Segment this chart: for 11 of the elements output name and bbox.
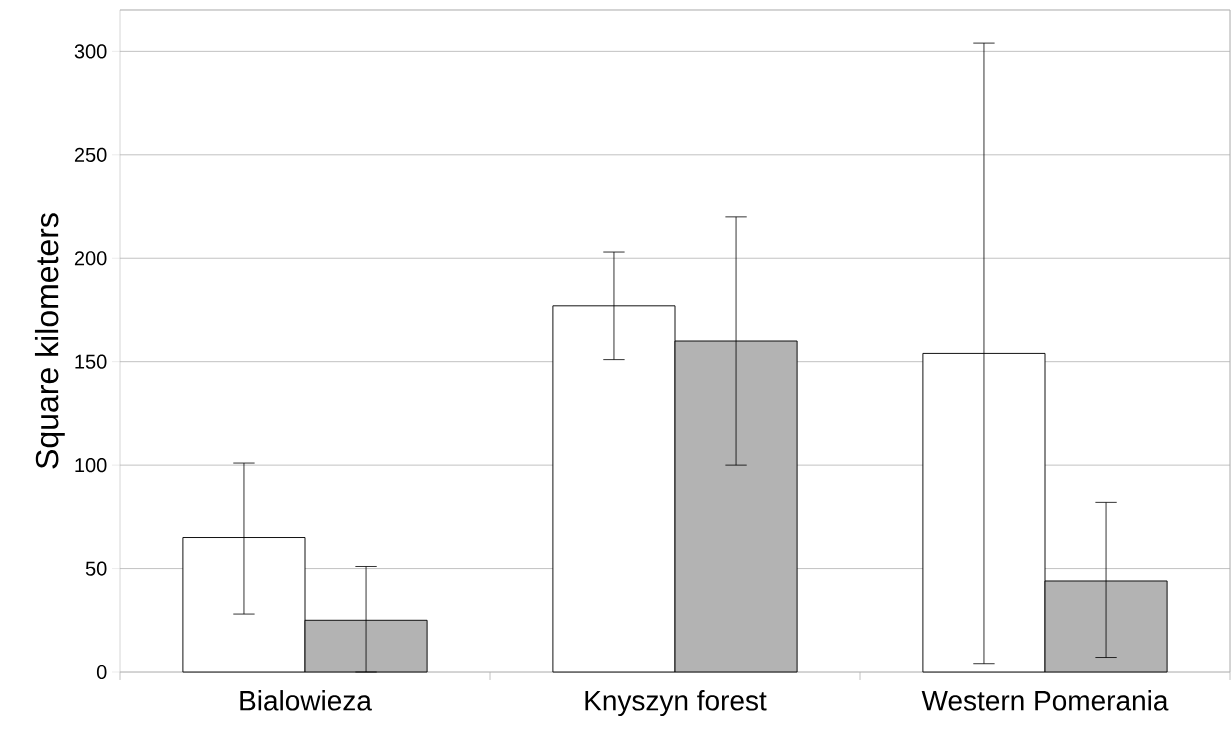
x-tick-label: Bialowieza xyxy=(240,690,372,711)
y-tick-label: 100 xyxy=(75,458,107,473)
y-tick-label: 250 xyxy=(74,147,107,162)
y-axis-title: Square kilometers xyxy=(34,213,65,469)
y-tick-label: 50 xyxy=(85,561,107,576)
y-tick-label: 300 xyxy=(74,44,107,59)
y-tick-label: 150 xyxy=(75,354,107,369)
x-tick-label: Western Pomerania xyxy=(921,690,1169,711)
x-tick-label: Knyszyn forest xyxy=(585,690,767,717)
y-tick-label: 0 xyxy=(96,664,107,680)
y-tick-label: 200 xyxy=(74,251,107,266)
